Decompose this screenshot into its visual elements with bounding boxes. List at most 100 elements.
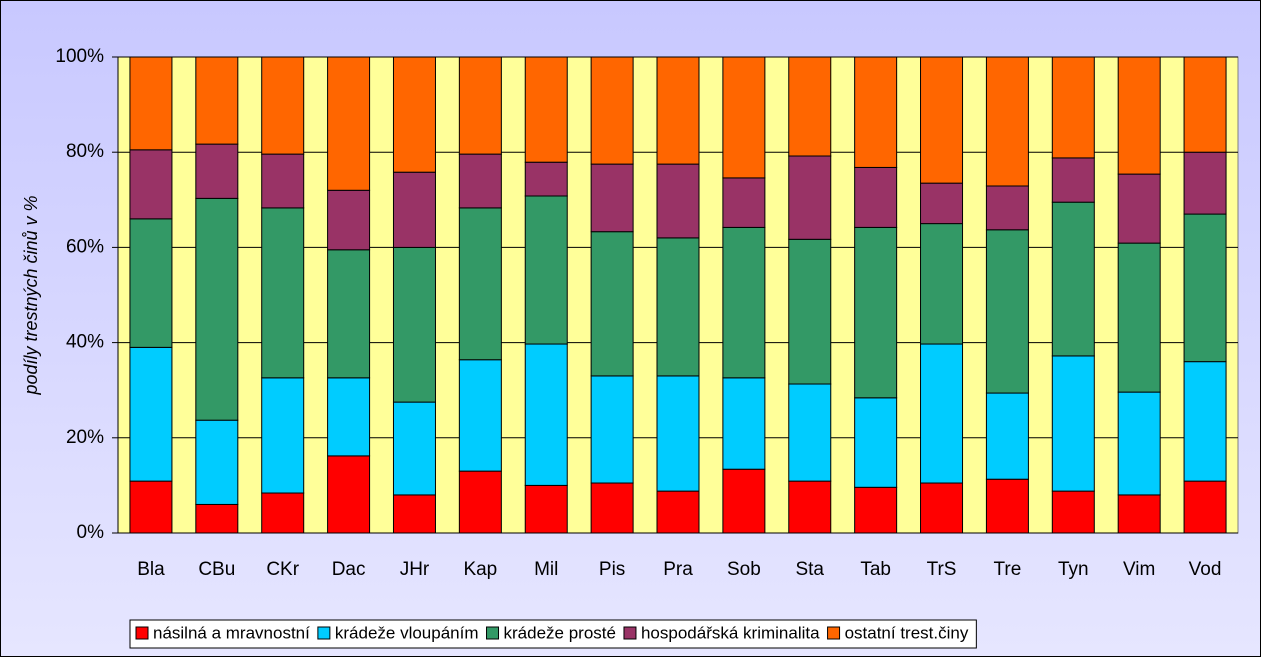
y-axis-label: podíly trestných činů v % xyxy=(21,195,41,395)
bar-segment xyxy=(261,377,305,494)
y-tick-label: 80% xyxy=(66,141,104,162)
x-tick-label: Sob xyxy=(727,559,761,580)
bar-segment xyxy=(524,161,568,197)
bar-segment xyxy=(1183,56,1227,153)
bar-segment xyxy=(985,229,1029,394)
bar-segment xyxy=(1117,391,1161,496)
y-tick-label: 60% xyxy=(66,236,104,257)
bar-segment xyxy=(261,207,305,379)
bar-segment xyxy=(392,56,436,173)
bar-segment xyxy=(788,56,832,157)
x-tick-label: CKr xyxy=(266,559,299,580)
bar-segment xyxy=(985,392,1029,480)
legend-label: hospodářská kriminalita xyxy=(641,623,820,642)
legend-label: krádeže prosté xyxy=(504,623,616,642)
bar-segment xyxy=(195,419,239,505)
bar-segment xyxy=(458,359,502,472)
bar-segment xyxy=(458,207,502,361)
bar-segment xyxy=(524,484,568,534)
bar-segment xyxy=(195,503,239,534)
bar-segment xyxy=(327,455,371,534)
bar-segment xyxy=(590,482,634,534)
bar-segment xyxy=(920,56,964,184)
bar-segment xyxy=(854,397,898,488)
x-tick-label: Vim xyxy=(1123,559,1155,580)
bar-segment xyxy=(1051,56,1095,159)
bar-segment xyxy=(656,163,700,239)
bar-segment xyxy=(392,246,436,403)
bar-segment xyxy=(327,189,371,251)
bar-segment xyxy=(195,143,239,199)
y-tick-label: 100% xyxy=(55,46,104,67)
x-tick-label: TrS xyxy=(927,559,957,580)
bar-segment xyxy=(656,375,700,492)
bar-segment xyxy=(590,56,634,165)
bar-segment xyxy=(722,226,766,379)
legend-swatch xyxy=(486,626,500,640)
bar-segment xyxy=(656,237,700,377)
bar-segment xyxy=(1183,151,1227,215)
bar-segment xyxy=(920,482,964,534)
bar-segment xyxy=(788,383,832,482)
bar-segment xyxy=(590,231,634,377)
x-tick-label: JHr xyxy=(400,559,430,580)
y-tick-label: 20% xyxy=(66,427,104,448)
bar-segment xyxy=(656,490,700,534)
x-tick-label: Vod xyxy=(1189,559,1222,580)
x-tick-label: Pis xyxy=(599,559,625,580)
bar-segment xyxy=(458,470,502,534)
bar-segment xyxy=(920,182,964,225)
legend-swatch xyxy=(827,626,841,640)
x-tick-label: Sta xyxy=(795,559,824,580)
x-tick-label: Bla xyxy=(137,559,165,580)
bar-segment xyxy=(985,185,1029,231)
x-tick-label: Kap xyxy=(463,559,497,580)
y-tick-label: 40% xyxy=(66,332,104,353)
bar-segment xyxy=(458,153,502,209)
bar-segment xyxy=(327,249,371,379)
bar-segment xyxy=(1051,157,1095,203)
bar-segment xyxy=(129,480,173,534)
bar-segment xyxy=(392,494,436,534)
legend-swatch xyxy=(623,626,637,640)
bar-segment xyxy=(1051,201,1095,357)
x-tick-label: Tre xyxy=(994,559,1022,580)
bar-segment xyxy=(985,478,1029,534)
bar-segment xyxy=(722,377,766,470)
bar-segment xyxy=(129,346,173,482)
bar-segment xyxy=(129,218,173,348)
bar-segment xyxy=(392,401,436,496)
y-tick-label: 0% xyxy=(77,522,105,543)
bar-segment xyxy=(1117,494,1161,534)
legend-label: krádeže vloupáním xyxy=(335,623,479,642)
bar-segment xyxy=(854,166,898,228)
bar-segment xyxy=(722,177,766,228)
bar-segment xyxy=(920,343,964,484)
bar-segment xyxy=(788,480,832,534)
bar-segment xyxy=(261,492,305,534)
x-tick-label: CBu xyxy=(198,559,235,580)
bar-segment xyxy=(1117,173,1161,244)
legend-label: ostatní trest.činy xyxy=(845,623,969,642)
x-tick-label: Dac xyxy=(332,559,366,580)
bar-segment xyxy=(854,226,898,399)
bar-segment xyxy=(920,223,964,345)
bar-segment xyxy=(788,238,832,385)
bar-segment xyxy=(327,377,371,457)
legend-label: násilná a mravnostní xyxy=(153,623,310,642)
bar-segment xyxy=(129,149,173,220)
x-tick-label: Tab xyxy=(860,559,891,580)
bar-segment xyxy=(590,375,634,484)
bar-segment xyxy=(1051,355,1095,492)
bar-segment xyxy=(985,56,1029,187)
bar-segment xyxy=(722,468,766,534)
bar-segment xyxy=(195,56,239,145)
bar-segment xyxy=(327,56,371,191)
bar-segment xyxy=(524,343,568,486)
bar-segment xyxy=(1183,213,1227,363)
bar-segment xyxy=(656,56,700,165)
x-tick-label: Mil xyxy=(534,559,558,580)
bar-segment xyxy=(261,153,305,209)
bar-segment xyxy=(590,163,634,233)
